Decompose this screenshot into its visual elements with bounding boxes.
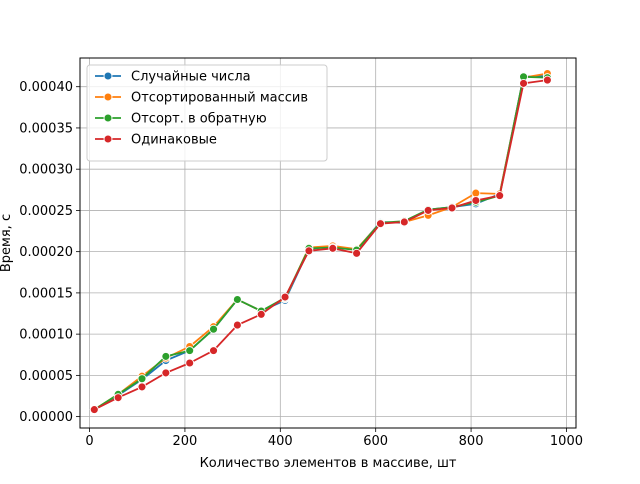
- plot-frame: [79, 57, 577, 429]
- legend-swatch-marker: [103, 134, 113, 144]
- y-tick-label: 0.00040: [19, 80, 73, 95]
- data-point: [232, 295, 242, 304]
- data-point: [185, 346, 195, 356]
- data-point: [304, 246, 314, 256]
- y-tick-label: 0.00010: [19, 328, 73, 343]
- y-tick-label: 0.00005: [19, 369, 73, 384]
- x-tick-label: 200: [173, 434, 198, 449]
- legend-label: Отсортированный массив: [131, 91, 308, 106]
- y-tick-label: 0.00015: [19, 286, 73, 301]
- grid: [80, 58, 576, 428]
- data-point: [209, 346, 218, 356]
- legend-box: [86, 64, 328, 162]
- data-point: [89, 405, 99, 415]
- data-point: [519, 78, 528, 88]
- series-lines: [89, 69, 552, 415]
- data-point: [471, 196, 481, 205]
- legend-label: Одинаковые: [131, 133, 217, 148]
- y-axis-label: Время, с: [0, 214, 14, 272]
- x-tick-label: 800: [459, 434, 484, 449]
- data-point: [423, 205, 433, 215]
- legend: Случайные числа Отсортированный массив Отс…: [86, 64, 328, 162]
- legend-swatch-marker: [103, 71, 113, 81]
- data-point: [399, 217, 409, 227]
- legend-label: Отсорт. в обратную: [131, 112, 267, 127]
- data-point: [209, 324, 218, 334]
- data-point: [495, 191, 505, 201]
- data-point: [376, 219, 385, 229]
- data-point: [137, 374, 147, 384]
- legend-label: Случайные числа: [131, 70, 251, 85]
- data-point: [185, 358, 195, 368]
- data-point: [280, 292, 290, 302]
- data-point: [161, 368, 171, 378]
- x-tick-label: 400: [268, 434, 293, 449]
- legend-swatch-marker: [103, 92, 113, 102]
- data-point: [352, 248, 362, 258]
- y-tick-label: 0.00035: [19, 121, 73, 136]
- data-point: [137, 382, 147, 392]
- data-point: [256, 309, 266, 319]
- data-point: [232, 320, 242, 330]
- x-axis-label: Количество элементов в массиве, шт: [200, 456, 457, 471]
- y-tick-label: 0.00030: [19, 163, 73, 178]
- y-tick-label: 0.00025: [19, 204, 73, 219]
- axes: 0 200 400 600 800 1000 0.00000 0.00005 0.00010 0.…: [19, 80, 583, 449]
- series: [89, 75, 552, 415]
- data-point: [328, 243, 338, 253]
- x-tick-label: 600: [363, 434, 388, 449]
- data-point: [113, 393, 123, 403]
- data-point: [471, 188, 481, 198]
- data-point: [542, 75, 552, 85]
- x-tick-label: 1000: [550, 434, 583, 449]
- x-tick-label: 0: [85, 434, 93, 449]
- y-tick-label: 0.00000: [19, 410, 73, 425]
- legend-swatch-marker: [103, 113, 113, 123]
- y-tick-label: 0.00020: [19, 245, 73, 260]
- data-point: [161, 351, 171, 361]
- data-point: [447, 203, 457, 213]
